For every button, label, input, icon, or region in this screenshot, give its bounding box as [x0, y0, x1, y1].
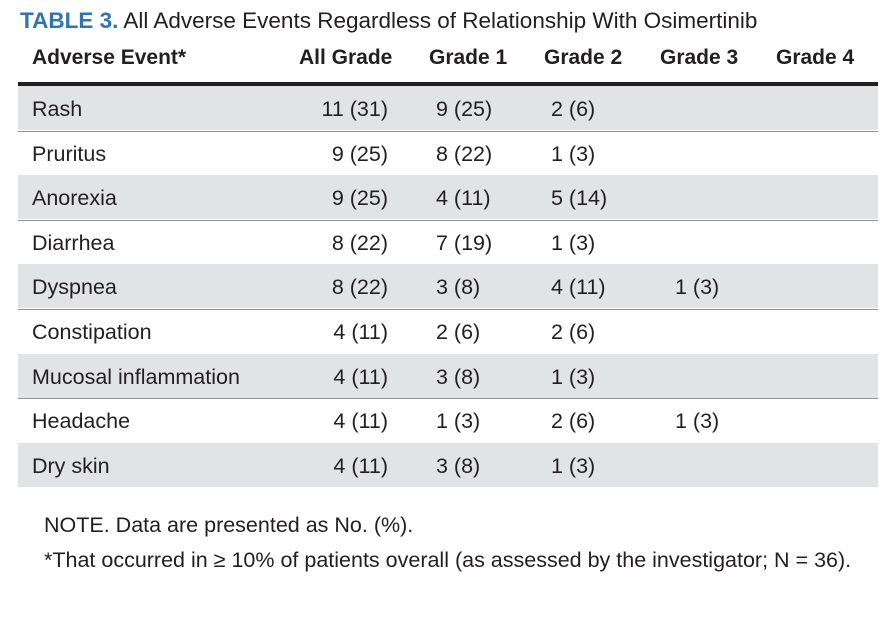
cell-g2: 2 (6) [551, 97, 596, 121]
cell-g3: 1 (3) [675, 275, 720, 300]
cell-g1: 3 (8) [436, 453, 481, 478]
table-row: Diarrhea 8 (22) 7 (19) 1 (3) [18, 220, 878, 264]
cell-g1: 3 (8) [436, 364, 481, 389]
table-row: Headache 4 (11) 1 (3) 2 (6) 1 (3) [18, 398, 878, 442]
cell-g1: 2 (6) [436, 320, 481, 344]
cell-g2: 2 (6) [551, 409, 596, 434]
header-adverse-event: Adverse Event* [32, 46, 187, 69]
cell-g1: 7 (19) [436, 230, 493, 255]
cell-g2: 2 (6) [551, 320, 596, 344]
cell-all: 4 (11) [333, 409, 388, 434]
header-all-grade: All Grade [299, 46, 393, 69]
cell-all: 9 (25) [331, 141, 388, 166]
table-header: Adverse Event* All Grade Grade 1 Grade 2… [18, 38, 878, 86]
table-row: Pruritus 9 (25) 8 (22) 1 (3) [18, 131, 878, 175]
cell-g1: 4 (11) [436, 186, 491, 211]
cell-adverse-event: Pruritus [32, 141, 107, 166]
cell-g1: 8 (22) [436, 141, 493, 166]
header-grade-2: Grade 2 [544, 46, 623, 69]
table-row: Rash 11 (31) 9 (25) 2 (6) [18, 86, 878, 130]
cell-adverse-event: Diarrhea [32, 230, 115, 255]
row-divider [18, 130, 878, 132]
cell-g1: 3 (8) [436, 275, 481, 300]
cell-all: 4 (11) [333, 364, 388, 389]
cell-adverse-event: Constipation [32, 320, 152, 344]
row-divider [18, 398, 878, 400]
cell-g3: 1 (3) [675, 409, 720, 434]
cell-adverse-event: Dyspnea [32, 275, 117, 300]
table-row: Constipation 4 (11) 2 (6) 2 (6) [18, 309, 878, 353]
table-notes: NOTE. Data are presented as No. (%). *Th… [20, 508, 870, 578]
table-caption: TABLE 3. All Adverse Events Regardless o… [20, 8, 757, 34]
cell-g2: 1 (3) [551, 364, 596, 389]
table-caption-text: All Adverse Events Regardless of Relatio… [123, 8, 758, 33]
note-footnote: *That occurred in ≥ 10% of patients over… [44, 548, 852, 572]
cell-adverse-event: Anorexia [32, 186, 117, 211]
cell-all: 9 (25) [331, 186, 388, 211]
cell-g2: 5 (14) [551, 186, 608, 211]
cell-all: 8 (22) [331, 230, 388, 255]
row-divider [18, 219, 878, 221]
table-row: Anorexia 9 (25) 4 (11) 5 (14) [18, 175, 878, 220]
cell-all: 11 (31) [321, 97, 388, 121]
cell-g2: 1 (3) [551, 141, 596, 166]
note-data-format: NOTE. Data are presented as No. (%). [44, 513, 414, 537]
table-caption-label: TABLE 3. [20, 8, 119, 33]
table-row: Dry skin 4 (11) 3 (8) 1 (3) [18, 442, 878, 487]
cell-adverse-event: Rash [32, 97, 83, 121]
cell-adverse-event: Mucosal inflammation [32, 364, 240, 389]
table-row: Mucosal inflammation 4 (11) 3 (8) 1 (3) [18, 353, 878, 398]
adverse-events-table: Adverse Event* All Grade Grade 1 Grade 2… [18, 38, 878, 487]
cell-adverse-event: Headache [32, 409, 131, 434]
cell-g2: 4 (11) [551, 275, 606, 300]
header-grade-4: Grade 4 [776, 46, 855, 69]
header-grade-1: Grade 1 [429, 46, 508, 69]
cell-g1: 9 (25) [436, 97, 493, 121]
cell-g2: 1 (3) [551, 453, 596, 478]
cell-all: 4 (11) [333, 320, 388, 344]
cell-adverse-event: Dry skin [32, 453, 110, 478]
table-row: Dyspnea 8 (22) 3 (8) 4 (11) 1 (3) [18, 264, 878, 309]
cell-all: 4 (11) [333, 453, 388, 478]
cell-g2: 1 (3) [551, 230, 596, 255]
cell-g1: 1 (3) [436, 409, 481, 434]
row-divider [18, 309, 878, 310]
cell-all: 8 (22) [331, 275, 388, 300]
header-grade-3: Grade 3 [660, 46, 739, 69]
